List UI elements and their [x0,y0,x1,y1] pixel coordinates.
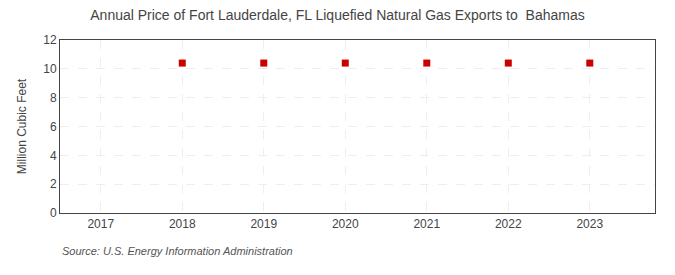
svg-text:4: 4 [50,149,57,163]
svg-text:6: 6 [50,120,57,134]
svg-text:2017: 2017 [87,217,114,231]
svg-text:2019: 2019 [250,217,277,231]
svg-text:10: 10 [43,62,57,76]
svg-text:2: 2 [50,177,57,191]
svg-text:2018: 2018 [169,217,196,231]
svg-text:2021: 2021 [413,217,440,231]
svg-text:12: 12 [43,33,57,47]
svg-text:Annual Price of Fort Lauderdal: Annual Price of Fort Lauderdale, FL Liqu… [90,7,584,23]
svg-text:Million Cubic Feet: Million Cubic Feet [15,78,29,174]
svg-text:0: 0 [50,206,57,220]
svg-text:Source: U.S. Energy Informatio: Source: U.S. Energy Information Administ… [62,245,293,257]
svg-text:2023: 2023 [576,217,603,231]
svg-text:2020: 2020 [332,217,359,231]
svg-text:2022: 2022 [495,217,522,231]
svg-text:8: 8 [50,91,57,105]
